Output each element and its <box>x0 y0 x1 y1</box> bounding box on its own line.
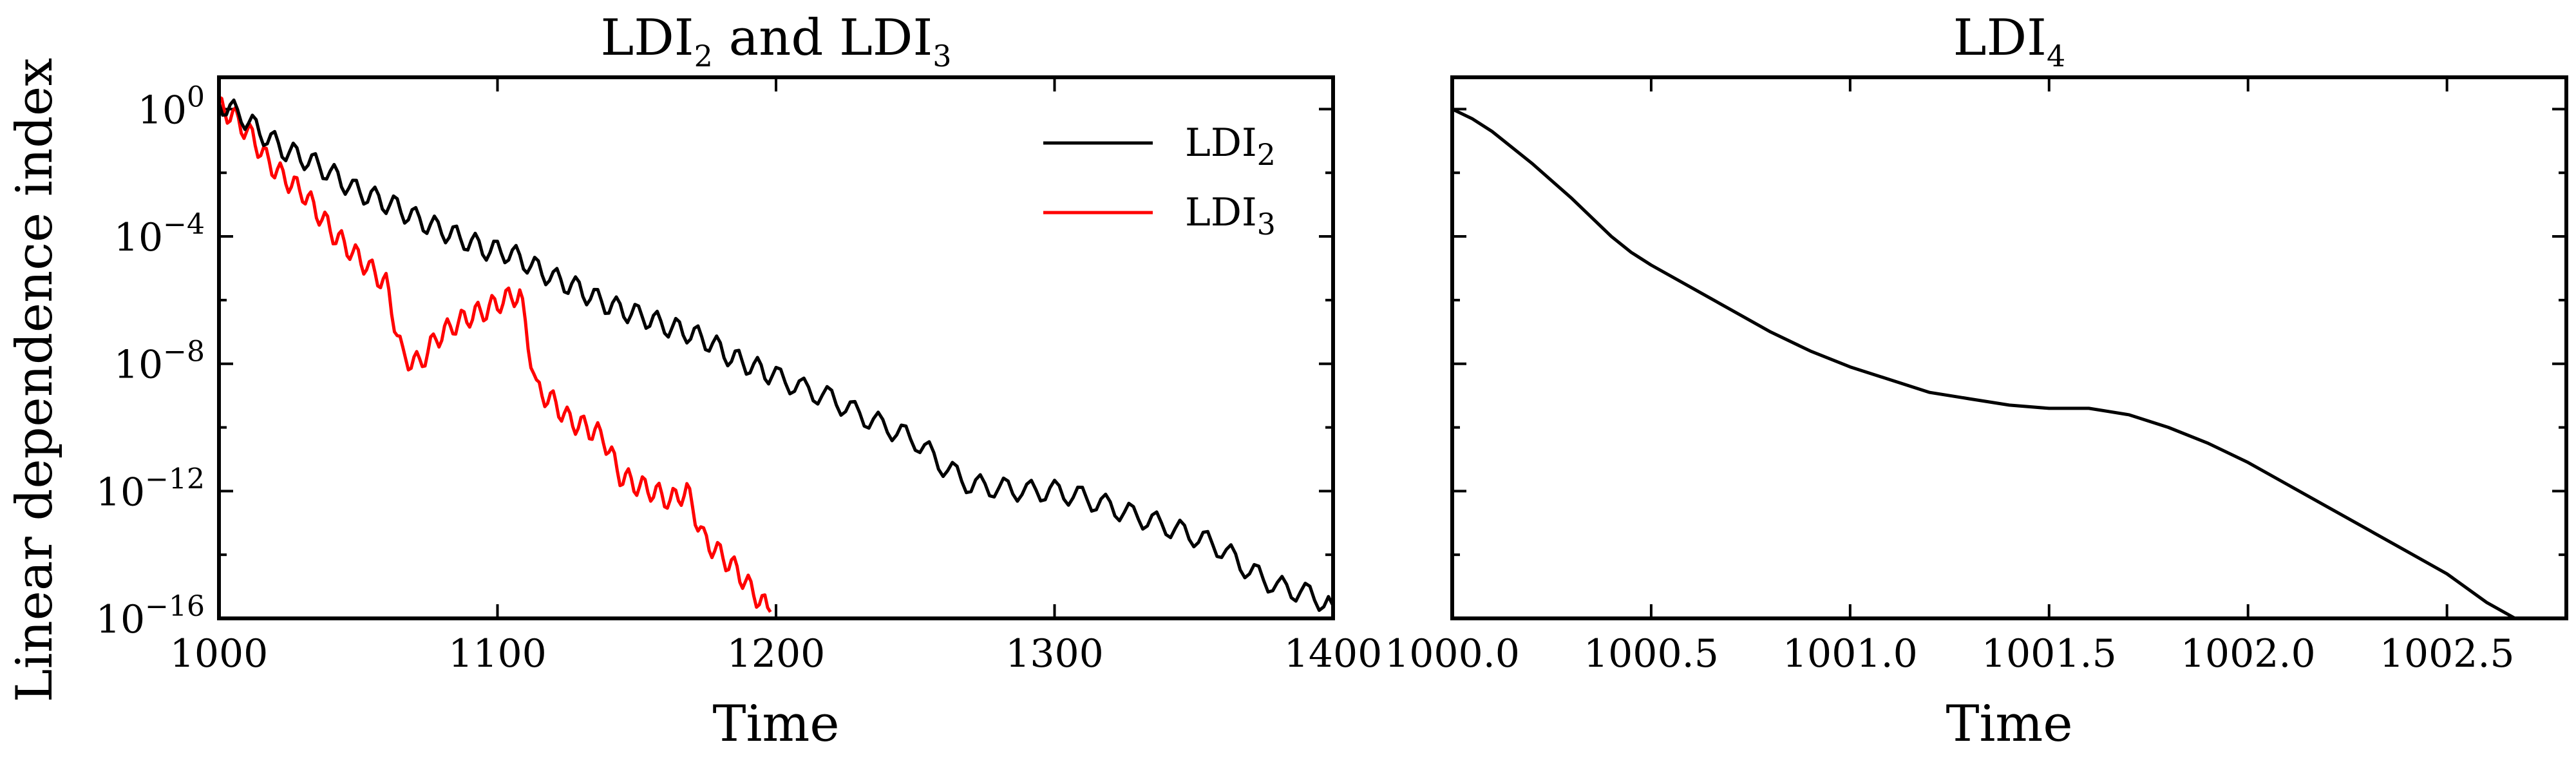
legend: LDI2 LDI3 <box>1043 120 1276 242</box>
series-line-ldi2 <box>219 98 1333 612</box>
legend-label-ldi2: LDI2 <box>1185 120 1276 172</box>
right-x-tick-label: 1001.5 <box>1982 631 2117 676</box>
left-x-tick-label: 1200 <box>727 631 826 676</box>
left-x-tick-label: 1300 <box>1005 631 1104 676</box>
left-title: LDI2 and LDI3 <box>600 9 951 73</box>
left-panel: LDI2 and LDI3 1000 1100 1200 1300 1400 10010… <box>96 9 1383 753</box>
right-x-tick-label: 1001.0 <box>1783 631 1918 676</box>
left-y-tick-label: 10−4 <box>114 208 205 260</box>
left-x-tick-label: 1000 <box>170 631 269 676</box>
right-x-tick-label: 1002.0 <box>2181 631 2316 676</box>
left-x-tick-label: 1100 <box>448 631 547 676</box>
right-x-tick-label: 1000.5 <box>1584 631 1719 676</box>
right-x-tick-labels: 1000.0 1000.5 1001.0 1001.5 1002.0 1002.5 <box>1385 631 2515 676</box>
right-x-tick-label: 1000.0 <box>1385 631 1520 676</box>
right-x-tick-label: 1002.5 <box>2380 631 2515 676</box>
legend-label-ldi3: LDI3 <box>1185 190 1276 242</box>
series-line-ldi4 <box>1452 108 2519 618</box>
right-x-axis-label: Time <box>1946 695 2072 753</box>
left-y-tick-label: 100 <box>138 81 205 133</box>
y-axis-label: Linear dependence index <box>6 58 64 702</box>
left-ticks <box>218 77 1334 620</box>
left-y-tick-label: 10−8 <box>114 336 205 388</box>
series-line-ldi3 <box>219 95 772 613</box>
left-y-tick-labels: 100 10−4 10−8 10−12 10−16 <box>96 81 205 642</box>
right-ticks <box>1451 77 2566 620</box>
right-plot-frame <box>1450 75 2568 620</box>
left-plot-frame <box>217 75 1335 620</box>
left-y-tick-label: 10−12 <box>96 463 205 515</box>
right-title: LDI4 <box>1953 9 2065 73</box>
left-x-tick-labels: 1000 1100 1200 1300 1400 <box>170 631 1383 676</box>
left-y-tick-label: 10−16 <box>96 590 205 642</box>
left-x-tick-label: 1400 <box>1284 631 1383 676</box>
left-x-axis-label: Time <box>712 695 839 753</box>
right-panel: LDI4 1000.0 1000.5 1001.0 1001.5 1002.0 1002.… <box>1385 9 2568 753</box>
